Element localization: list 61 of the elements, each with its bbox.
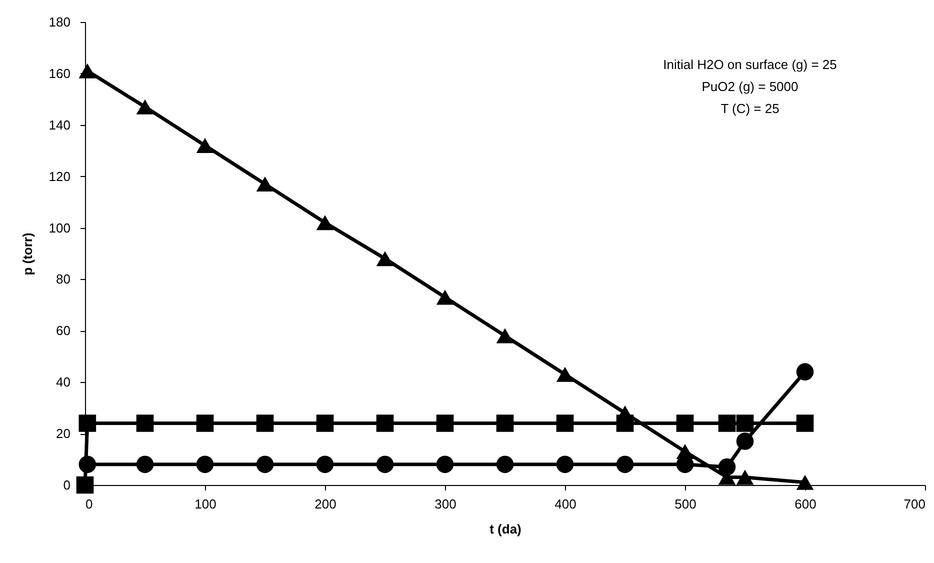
point xyxy=(676,414,694,432)
y-tick-label: 0 xyxy=(63,478,70,492)
x-tick-label: 100 xyxy=(194,496,216,512)
annotation: Initial H2O on surface (g) = 25 xyxy=(663,57,837,72)
point xyxy=(376,251,394,266)
y-axis-title: p (torr) xyxy=(20,232,35,276)
point xyxy=(316,456,334,474)
point xyxy=(676,444,694,460)
point xyxy=(796,474,814,490)
point xyxy=(78,63,96,78)
y-tick-label: 40 xyxy=(56,374,70,390)
point xyxy=(136,99,154,114)
y-tick-label: 140 xyxy=(48,117,70,132)
point xyxy=(256,414,274,432)
point xyxy=(376,456,394,474)
point xyxy=(496,414,514,432)
point xyxy=(136,414,154,432)
point xyxy=(796,414,814,432)
y-tick-label: 20 xyxy=(56,426,70,442)
x-tick-label: 200 xyxy=(314,496,336,512)
annotation: PuO2 (g) = 5000 xyxy=(702,79,798,94)
point xyxy=(718,414,736,432)
y-tick-label: 160 xyxy=(48,66,70,81)
point xyxy=(496,328,514,344)
point xyxy=(78,456,96,474)
point xyxy=(256,176,274,192)
point xyxy=(796,363,814,380)
point xyxy=(136,456,154,474)
x-tick-label: 400 xyxy=(554,496,576,512)
y-tick-label: 120 xyxy=(48,168,70,184)
x-tick-label: 600 xyxy=(794,496,816,512)
point xyxy=(736,470,754,485)
point xyxy=(556,366,574,382)
annotation: T (C) = 25 xyxy=(720,101,780,116)
point xyxy=(316,414,334,432)
point xyxy=(436,290,454,305)
x-tick-label: 700 xyxy=(904,496,926,512)
point xyxy=(76,476,94,494)
point xyxy=(436,456,454,474)
point xyxy=(196,414,214,432)
point xyxy=(496,456,514,474)
x-tick-label: 300 xyxy=(434,496,456,512)
point xyxy=(376,414,394,432)
point xyxy=(436,414,454,432)
point xyxy=(616,456,634,474)
y-tick-label: 60 xyxy=(56,323,70,338)
point xyxy=(196,138,214,153)
x-axis-title: t (da) xyxy=(490,522,522,536)
point xyxy=(196,456,214,474)
point xyxy=(556,414,574,432)
point xyxy=(556,456,574,474)
x-tick-label: 0 xyxy=(86,496,93,512)
point xyxy=(316,215,334,230)
y-tick-label: 180 xyxy=(48,14,70,30)
point xyxy=(256,456,274,474)
point xyxy=(736,432,754,450)
point xyxy=(78,414,96,432)
x-tick-label: 500 xyxy=(674,496,696,512)
y-tick-label: 80 xyxy=(56,272,70,287)
point xyxy=(736,414,754,432)
y-tick-label: 100 xyxy=(48,220,70,236)
